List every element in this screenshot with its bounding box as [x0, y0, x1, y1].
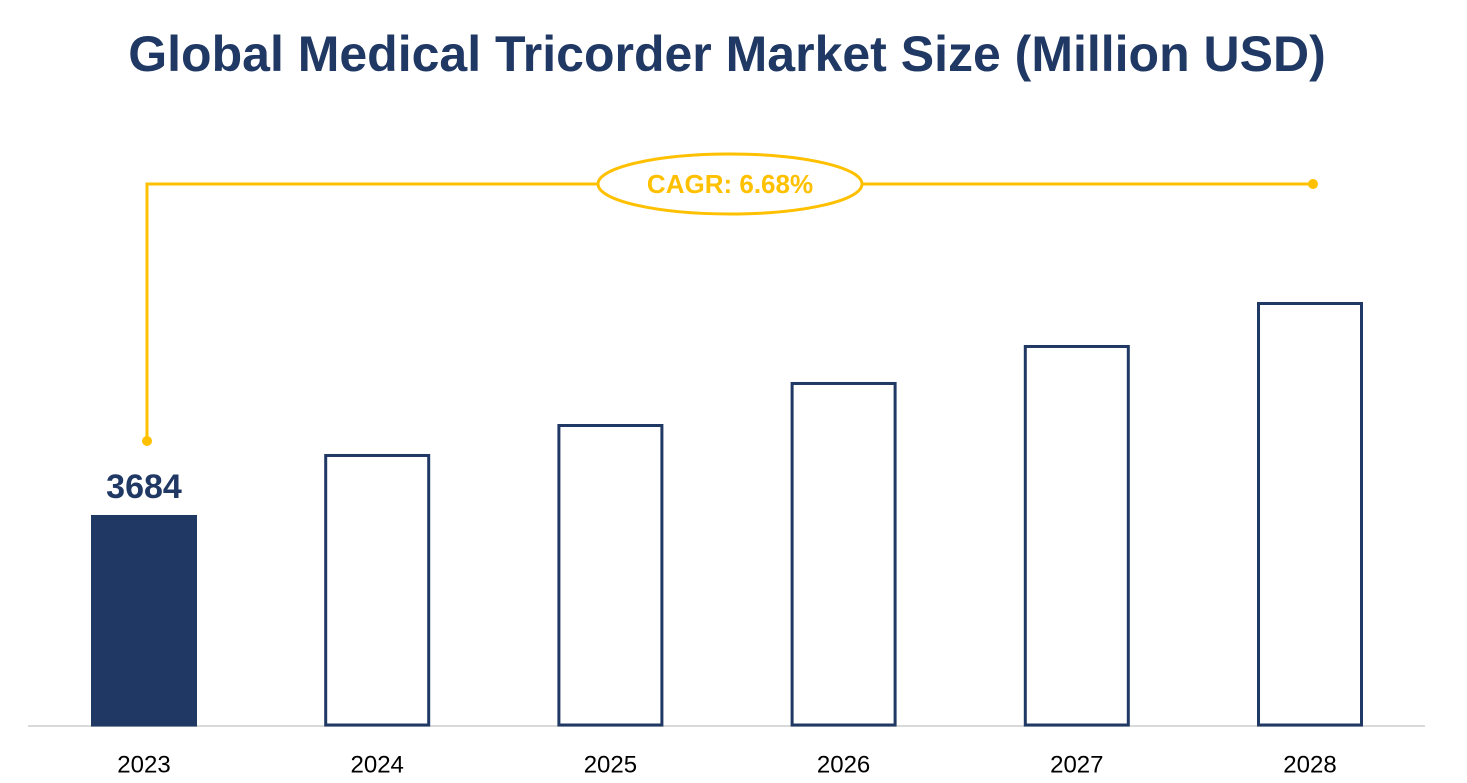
bar — [557, 423, 664, 727]
x-tick-label: 2026 — [817, 751, 870, 778]
cagr-dot — [1308, 179, 1318, 189]
bar — [324, 453, 431, 727]
cagr-dot — [142, 435, 152, 446]
bar — [91, 514, 197, 727]
x-tick-label: 2023 — [117, 751, 170, 778]
x-tick-label: 2028 — [1283, 751, 1336, 778]
x-tick-label: 2024 — [351, 751, 404, 778]
bar — [790, 381, 897, 727]
cagr-line — [145, 182, 1313, 441]
cagr-ellipse — [596, 152, 864, 216]
data-label: 3684 — [106, 468, 182, 506]
x-tick-label: 2025 — [584, 751, 637, 778]
cagr-label: CAGR: 6.68% — [647, 169, 813, 199]
bar — [1023, 344, 1130, 727]
x-tick-label: 2027 — [1050, 751, 1103, 778]
bar — [1257, 302, 1363, 727]
chart-title: Global Medical Tricorder Market Size (Mi… — [128, 26, 1325, 82]
